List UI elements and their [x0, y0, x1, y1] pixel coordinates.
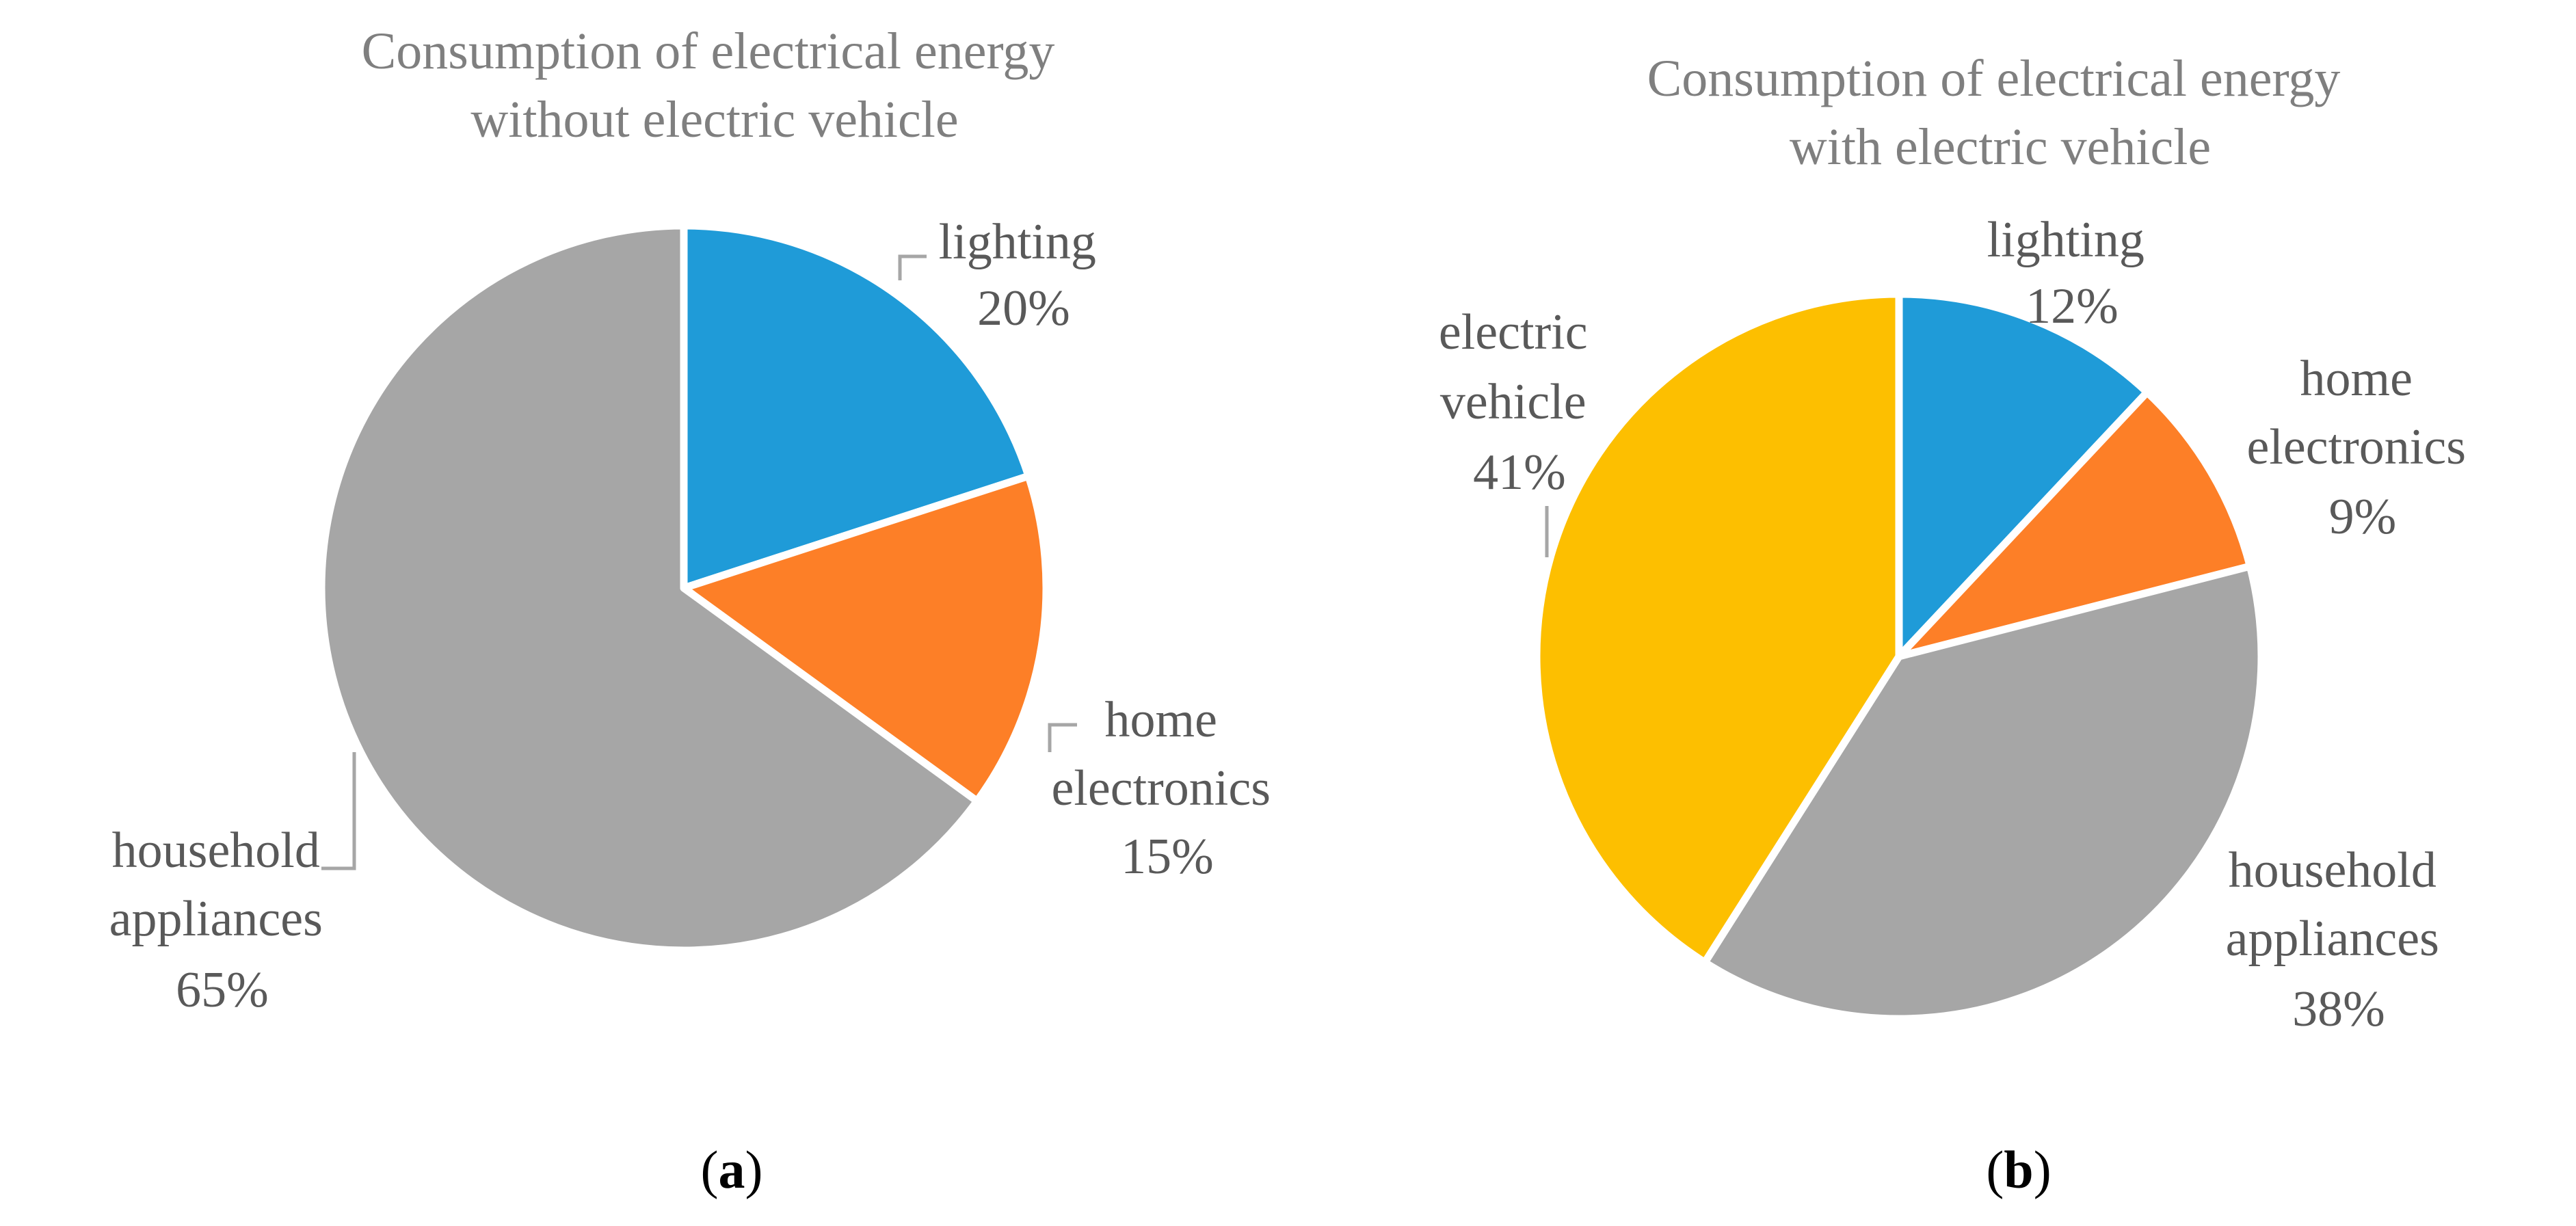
chart-b-label-home-electronics-name-2: electronics: [2247, 419, 2467, 475]
chart-a-caption-close: ): [745, 1140, 763, 1199]
pie-chart-a: Consumption of electrical energy without…: [109, 23, 1284, 1199]
chart-b-label-home-electronics: home electronics 9%: [2247, 351, 2479, 545]
chart-b-label-lighting-value: 12%: [2026, 278, 2119, 334]
chart-b-title-line-2: with electric vehicle: [1790, 118, 2211, 176]
chart-b-label-lighting: lighting 12%: [1987, 212, 2157, 334]
chart-a-caption-letter: a: [719, 1140, 745, 1199]
chart-a-label-home-electronics-name-1: home: [1105, 692, 1217, 748]
chart-a-slice-household-appliances: [317, 222, 981, 955]
chart-b-caption: (b): [1986, 1140, 2051, 1199]
chart-b-label-lighting-name: lighting: [1987, 212, 2145, 268]
chart-b-label-household-appliances-name-1: household: [2229, 842, 2436, 898]
chart-b-slice-lighting: [1895, 290, 2151, 661]
chart-b-slices: [1532, 290, 2266, 1023]
chart-b-label-electric-vehicle-name-1: electric: [1439, 304, 1588, 360]
chart-a-label-home-electronics-value: 15%: [1121, 829, 1214, 885]
chart-a-slice-lighting: [680, 222, 1033, 592]
chart-a-title-line-2: without electric vehicle: [470, 91, 958, 148]
chart-a-slice-home-electronics: [680, 472, 1050, 805]
chart-b-slice-household-appliances: [1701, 562, 2266, 1023]
chart-b-slice-home-electronics: [1895, 388, 2254, 661]
chart-b-label-home-electronics-name-1: home: [2300, 351, 2413, 407]
chart-b-label-household-appliances-name-2: appliances: [2226, 911, 2439, 967]
chart-a-label-household-appliances-name-1: household: [112, 823, 320, 879]
chart-a-label-lighting: lighting 20%: [939, 214, 1109, 336]
chart-b-label-home-electronics-value: 9%: [2329, 489, 2397, 545]
chart-b-title: Consumption of electrical energy with el…: [1647, 50, 2354, 176]
chart-b-caption-letter: b: [2004, 1140, 2033, 1199]
chart-a-label-home-electronics-name-2: electronics: [1052, 760, 1271, 816]
chart-b-label-household-appliances: household appliances 38%: [2226, 842, 2452, 1037]
chart-a-slices: [317, 222, 1050, 955]
pie-chart-b: Consumption of electrical energy with el…: [1439, 50, 2479, 1199]
chart-a-label-home-electronics: home electronics 15%: [1052, 692, 1284, 885]
chart-a-title: Consumption of electrical energy without…: [362, 23, 1068, 148]
chart-b-label-electric-vehicle-value: 41%: [1473, 444, 1566, 501]
chart-b-label-electric-vehicle: electric vehicle 41%: [1439, 304, 1600, 501]
chart-a-label-household-appliances: household appliances 65%: [109, 823, 336, 1018]
chart-a-label-lighting-value: 20%: [977, 280, 1070, 336]
chart-b-caption-open: (: [1986, 1140, 2004, 1199]
chart-b-caption-close: ): [2034, 1140, 2051, 1199]
chart-a-leader-lighting: [898, 254, 927, 280]
chart-a-leader-home-electronics: [1048, 723, 1077, 752]
chart-a-label-household-appliances-name-2: appliances: [109, 891, 323, 947]
chart-a-caption: (a): [701, 1140, 763, 1199]
chart-a-label-household-appliances-value: 65%: [176, 962, 269, 1018]
chart-b-title-line-1: Consumption of electrical energy: [1647, 50, 2341, 107]
chart-b-slice-electric-vehicle: [1532, 290, 1903, 966]
chart-a-caption-open: (: [701, 1140, 719, 1199]
chart-a-leader-household-appliances: [321, 752, 356, 870]
chart-a-title-line-1: Consumption of electrical energy: [362, 23, 1055, 80]
chart-a-label-lighting-name: lighting: [939, 214, 1096, 270]
chart-b-label-household-appliances-value: 38%: [2292, 981, 2385, 1037]
chart-b-label-electric-vehicle-name-2: vehicle: [1440, 374, 1586, 430]
